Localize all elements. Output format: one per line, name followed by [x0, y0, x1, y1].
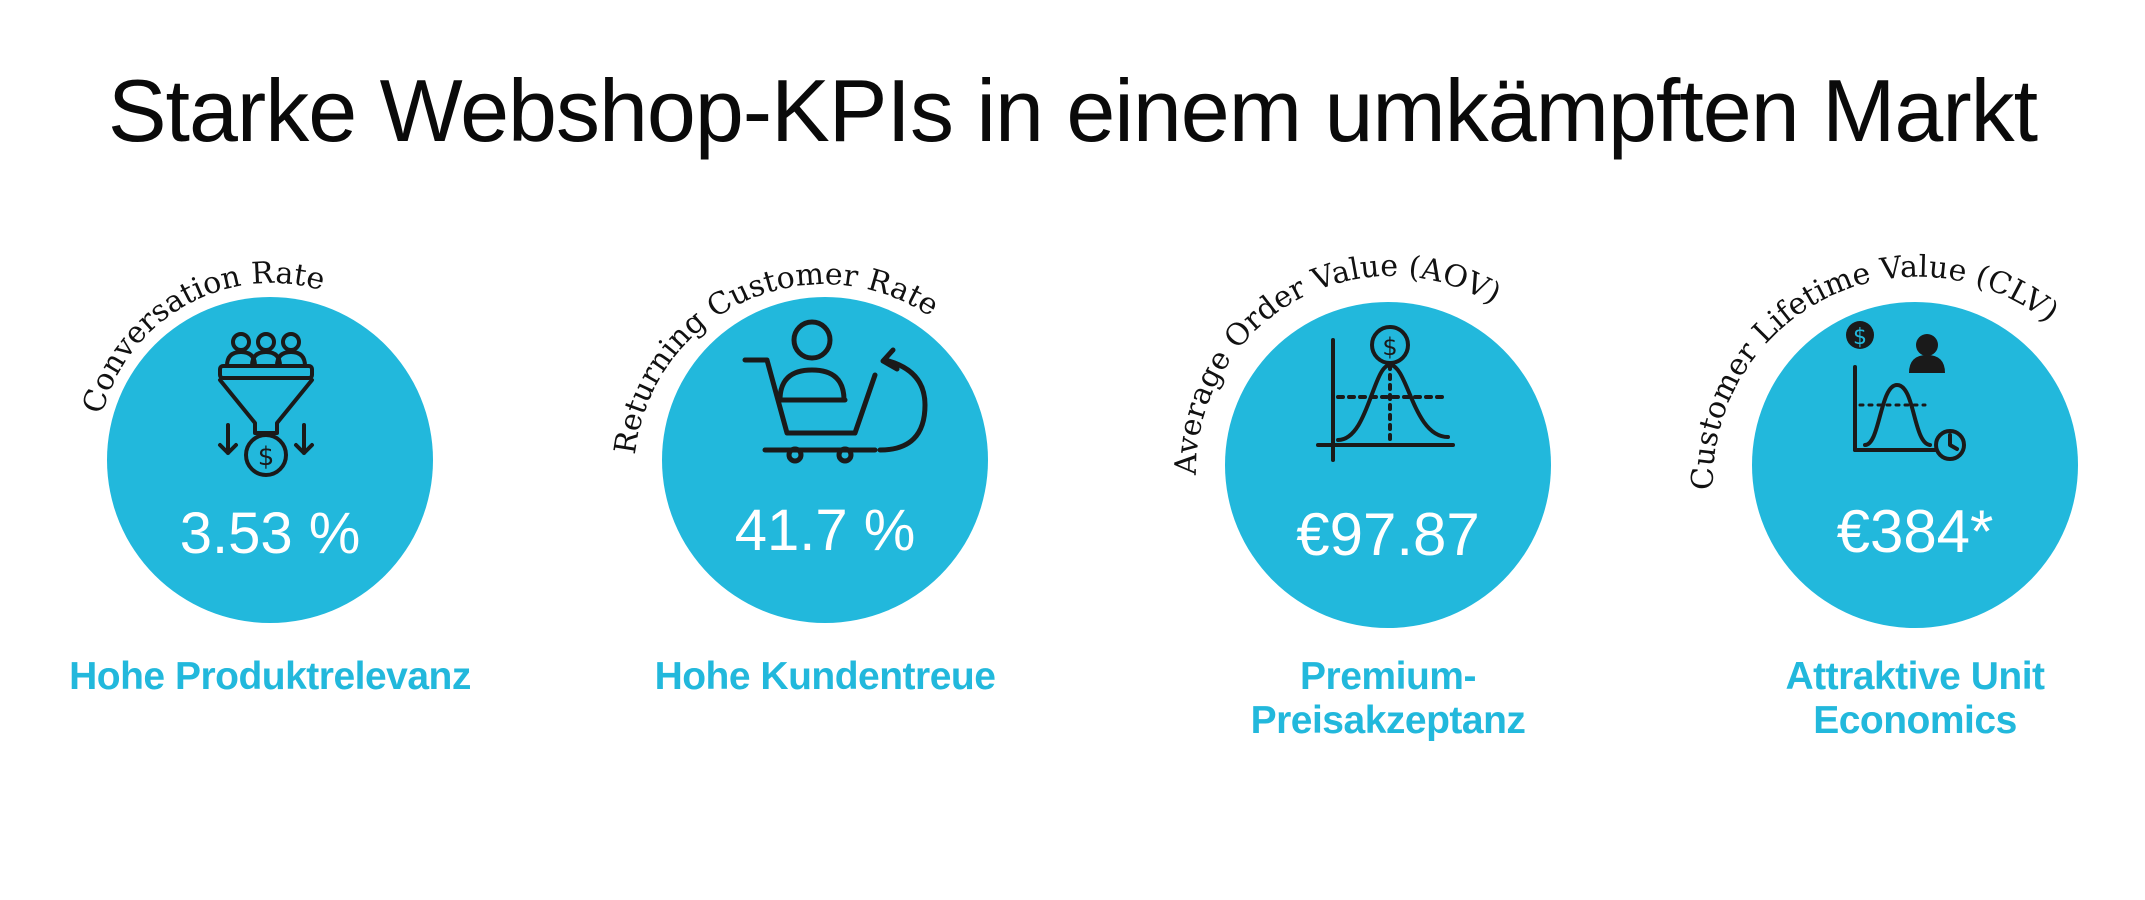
kpi-caption-line: Economics — [1813, 699, 2017, 742]
page-title: Starke Webshop-KPIs in einem umkämpften … — [107, 61, 2038, 160]
dollar-coin-icon — [1846, 321, 1874, 349]
dollar-sign-icon: $ — [1853, 325, 1867, 350]
kpi-caption-line: Hohe Kundentreue — [654, 655, 996, 698]
kpi-value: €384* — [1837, 498, 1994, 565]
cart-return-icon — [742, 319, 928, 464]
kpi-graphic: Returning Customer Rate 41.7 % — [608, 257, 988, 623]
kpi-graphic: Average Order Value (AOV) $ €97.87 — [1169, 249, 1551, 628]
kpi-circle — [1752, 302, 2078, 628]
kpi-caption-line: Premium- — [1300, 655, 1476, 698]
kpi-value: 3.53 % — [180, 501, 361, 566]
user-icon — [1909, 334, 1945, 373]
kpi-caption-line: Preisakzeptanz — [1250, 699, 1526, 742]
kpi-circle — [662, 297, 988, 623]
kpi-card-returning-customer-rate: Returning Customer Rate 41.7 % Hohe Kund… — [605, 255, 1045, 775]
price-curve-icon: $ — [1316, 325, 1455, 462]
lifetime-curve-icon — [1853, 365, 1966, 461]
kpi-caption-line: Hohe Produktrelevanz — [69, 655, 471, 698]
kpi-caption: Attraktive Unit Economics — [1695, 655, 2135, 743]
funnel-dollar-icon: $ — [218, 332, 314, 477]
kpi-card-conversation-rate: Conversation Rate $ 3.53 % Hohe Produktr… — [50, 255, 490, 775]
kpi-caption: Hohe Produktrelevanz — [50, 655, 490, 699]
kpi-card-customer-lifetime-value: Customer Lifetime Value (CLV) $ €384* At… — [1686, 250, 2135, 775]
kpi-value: €97.87 — [1296, 501, 1480, 568]
svg-text:$: $ — [258, 442, 275, 472]
kpi-value: 41.7 % — [735, 498, 916, 563]
kpi-card-average-order-value: Average Order Value (AOV) $ €97.87 Premi… — [1168, 249, 1608, 775]
kpi-circle — [107, 297, 433, 623]
kpi-graphic: Conversation Rate $ 3.53 % — [76, 256, 433, 623]
kpi-caption-line: Attraktive Unit — [1785, 655, 2045, 698]
kpi-circle — [1225, 302, 1551, 628]
kpi-graphic: Customer Lifetime Value (CLV) $ €384* — [1686, 250, 2078, 628]
svg-text:$: $ — [1382, 333, 1397, 361]
kpi-caption: Premium- Preisakzeptanz — [1168, 655, 1608, 743]
kpi-caption: Hohe Kundentreue — [605, 655, 1045, 699]
